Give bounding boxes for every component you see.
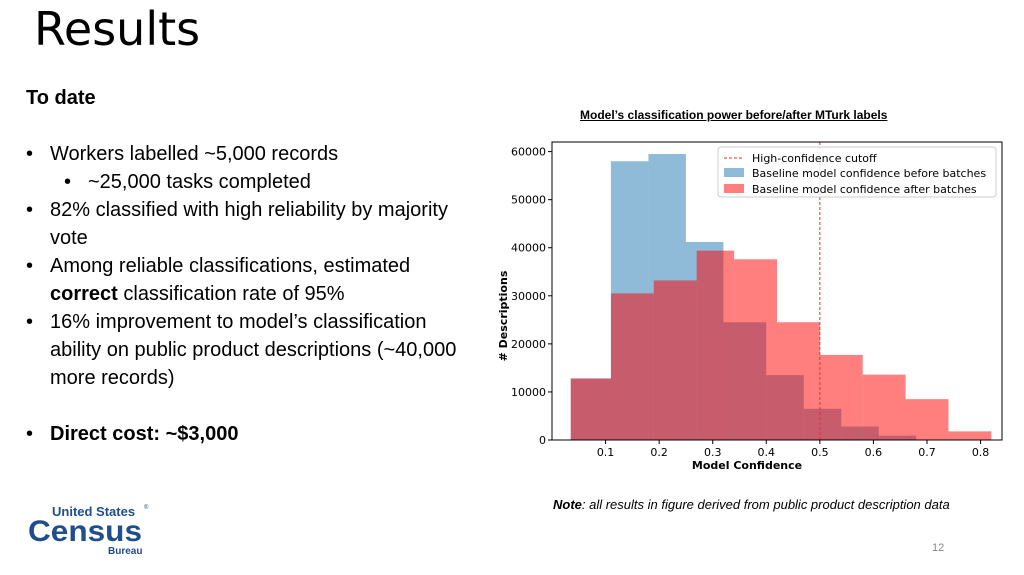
- bullet-correct-rate: Among reliable classifications, estimate…: [26, 252, 476, 308]
- legend-swatch-series1: [724, 168, 744, 177]
- histogram-bar-series2-bin6: [777, 322, 820, 440]
- y-tick-label: 40000: [511, 242, 546, 255]
- plot-frame: [551, 141, 1003, 441]
- legend-label-series2: Baseline model confidence after batches: [752, 183, 977, 196]
- legend-swatch-series2: [724, 184, 744, 193]
- x-tick-label: 0.4: [758, 446, 776, 459]
- x-tick-label: 0.8: [972, 446, 990, 459]
- bullet-improvement: 16% improvement to model’s classificatio…: [26, 308, 476, 392]
- logo-line1: United States: [52, 504, 135, 519]
- chart-title: Model’s classification power before/afte…: [580, 108, 888, 122]
- page-number: 12: [932, 542, 945, 554]
- figure-note: Note: all results in figure derived from…: [553, 497, 950, 512]
- y-axis-label: # Descriptions: [497, 270, 510, 361]
- histogram-bar-series2-bin5: [734, 259, 777, 440]
- y-tick-label: 30000: [511, 290, 546, 303]
- legend-cutoff-label: High-confidence cutoff: [752, 152, 877, 165]
- legend-label-series1: Baseline model confidence before batches: [752, 167, 986, 180]
- histogram-bar-series2-bin3: [653, 280, 697, 440]
- logo-registered: ®: [144, 504, 149, 511]
- y-tick-label: 50000: [511, 194, 546, 207]
- histogram-bar-series2-bin4: [696, 250, 735, 440]
- x-axis-label: Model Confidence: [692, 459, 802, 472]
- logo-line2: Census: [28, 515, 142, 548]
- y-tick-label: 10000: [511, 386, 546, 399]
- slide-title: Results: [34, 2, 201, 56]
- histogram-bar-series2-bin7: [819, 354, 863, 440]
- y-tick-label: 20000: [511, 338, 546, 351]
- x-tick-label: 0.7: [918, 446, 936, 459]
- y-tick-label: 60000: [511, 146, 546, 159]
- note-label: Note: [553, 497, 582, 512]
- histogram-bar-series2-bin2: [610, 293, 654, 440]
- histogram-chart: 0.1 0.2 0.3 0.4 0.5 0.6 0.7 0.8 0 10000 20000 30000…: [497, 141, 1003, 472]
- note-text: : all results in figure derived from pub…: [581, 497, 950, 512]
- histogram-bar-series2-bin1: [570, 378, 611, 440]
- section-heading: To date: [26, 87, 96, 109]
- bullet-workers: Workers labelled ~5,000 records: [26, 140, 476, 168]
- sub-bullet-tasks: ~25,000 tasks completed: [26, 168, 476, 196]
- bullet-correct-bold: correct: [50, 283, 118, 305]
- x-tick-label: 0.5: [811, 446, 829, 459]
- x-tick-label: 0.3: [704, 446, 722, 459]
- bullet-reliability: 82% classified with high reliability by …: [26, 196, 476, 252]
- logo-line3: Bureau: [108, 546, 142, 557]
- x-tick-label: 0.1: [597, 446, 615, 459]
- histogram-bar-series2-bin8: [862, 374, 906, 440]
- direct-cost-text: Direct cost: ~$3,000: [50, 423, 239, 445]
- legend-box: [717, 146, 997, 198]
- y-tick-label: 0: [539, 434, 546, 447]
- bullet-correct-pre: Among reliable classifications, estimate…: [50, 255, 411, 277]
- bullet-correct-post: classification rate of 95%: [117, 283, 345, 305]
- results-text: To date Workers labelled ~5,000 records …: [26, 84, 476, 448]
- histogram-bar-series2-bin10: [948, 431, 992, 440]
- x-tick-label: 0.6: [865, 446, 883, 459]
- bullet-direct-cost: Direct cost: ~$3,000: [26, 420, 476, 448]
- histogram-bar-series2-bin9: [905, 399, 949, 440]
- x-tick-label: 0.2: [650, 446, 668, 459]
- census-bureau-logo: United States ® Census Bureau: [28, 504, 149, 557]
